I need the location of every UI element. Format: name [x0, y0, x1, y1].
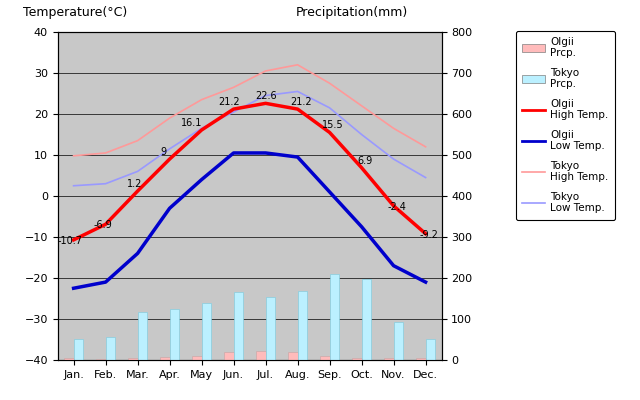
Bar [138, 312, 147, 360]
Bar [64, 358, 74, 360]
Bar [128, 358, 138, 360]
Text: -6.9: -6.9 [93, 220, 112, 230]
Bar [234, 292, 243, 360]
Bar [362, 279, 371, 360]
Bar [106, 337, 115, 360]
Bar [96, 359, 106, 360]
Bar [192, 356, 202, 360]
Text: 22.6: 22.6 [255, 91, 276, 101]
Text: 21.2: 21.2 [218, 97, 239, 107]
Bar [320, 356, 330, 360]
Bar [202, 304, 211, 360]
Text: 21.2: 21.2 [290, 97, 312, 107]
Bar [330, 274, 339, 360]
Text: -9.2: -9.2 [419, 230, 438, 240]
Bar [256, 351, 266, 360]
Text: -10.7: -10.7 [58, 236, 83, 246]
Bar [416, 358, 426, 360]
Bar [426, 339, 435, 360]
Bar [74, 339, 83, 360]
Bar [170, 309, 179, 360]
Bar [384, 358, 394, 360]
Text: 1.2: 1.2 [127, 179, 142, 189]
Bar [160, 357, 170, 360]
Legend: Olgii
Prcp., Tokyo
Prcp., Olgii
High Temp., Olgii
Low Temp., Tokyo
High Temp., T: Olgii Prcp., Tokyo Prcp., Olgii High Tem… [516, 31, 615, 220]
Bar [224, 352, 234, 360]
Text: 16.1: 16.1 [181, 118, 203, 128]
Bar [298, 291, 307, 360]
Bar [352, 358, 362, 360]
Text: 6.9: 6.9 [357, 156, 372, 166]
Text: Temperature(°C): Temperature(°C) [23, 6, 127, 19]
Text: -2.4: -2.4 [387, 202, 406, 212]
Bar [394, 322, 403, 360]
Bar [288, 352, 298, 360]
Bar [266, 297, 275, 360]
Text: 15.5: 15.5 [322, 120, 344, 130]
Text: 9: 9 [160, 147, 166, 157]
Text: Precipitation(mm): Precipitation(mm) [296, 6, 408, 19]
